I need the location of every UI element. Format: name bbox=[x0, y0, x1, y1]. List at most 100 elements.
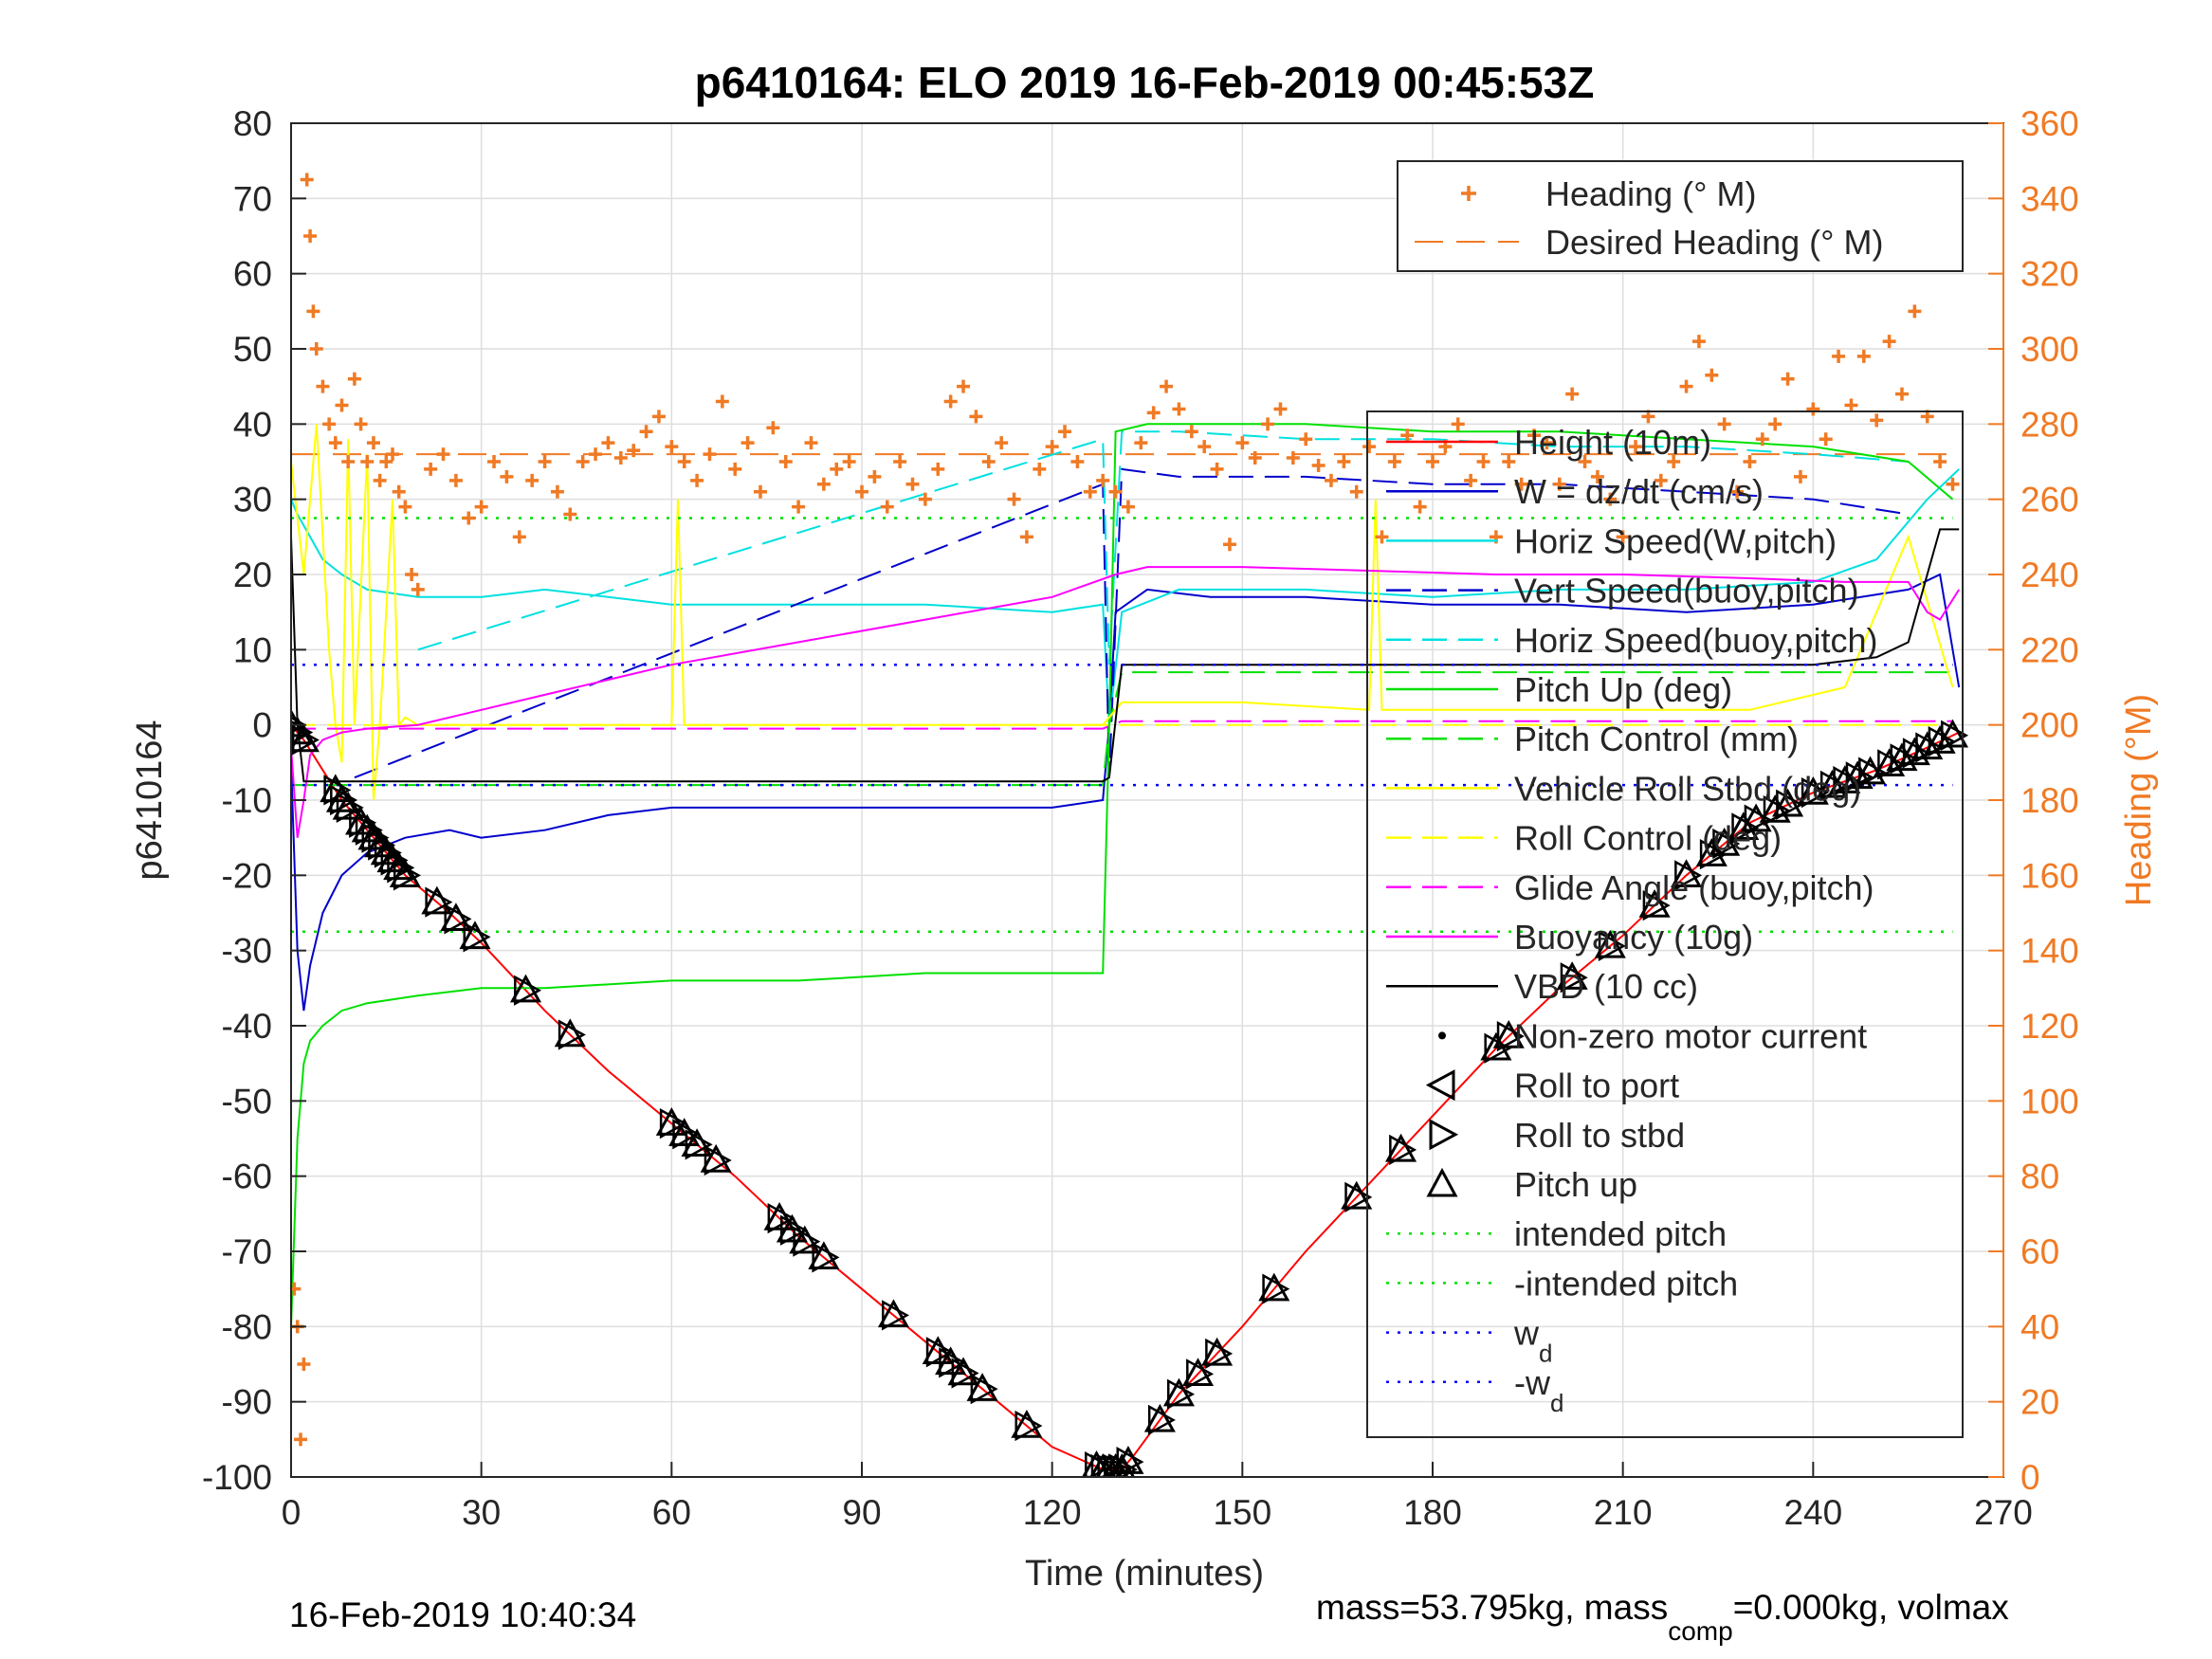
series-line-pitch bbox=[291, 423, 1954, 1327]
heading-marker bbox=[576, 455, 590, 468]
roll-marker bbox=[514, 975, 542, 1006]
heading-marker bbox=[550, 484, 564, 499]
roll-marker bbox=[425, 886, 453, 918]
roll-marker bbox=[1642, 889, 1671, 921]
heading-marker bbox=[1400, 428, 1415, 443]
legend-label: -wd bbox=[1514, 1363, 1563, 1417]
pitch-up-marker bbox=[1011, 1409, 1043, 1438]
y-right-tick-label: 180 bbox=[2020, 781, 2079, 820]
roll-marker bbox=[444, 903, 472, 935]
heading-marker bbox=[1210, 462, 1224, 476]
legend-label: Pitch up bbox=[1514, 1165, 1637, 1204]
series-line-glide bbox=[291, 720, 1953, 730]
series-line-vbd bbox=[291, 528, 1960, 783]
heading-marker bbox=[1616, 530, 1630, 544]
heading-marker bbox=[1844, 398, 1858, 412]
y-right-tick-label: 40 bbox=[2020, 1307, 2059, 1346]
pitch-up-marker bbox=[681, 1128, 713, 1158]
y-tick-label: -50 bbox=[222, 1082, 272, 1121]
pitch-up-marker bbox=[509, 974, 542, 1003]
pitch-up-marker bbox=[1728, 811, 1760, 841]
roll-marker bbox=[1389, 1134, 1417, 1166]
heading-marker bbox=[1045, 440, 1059, 454]
pitch-up-marker bbox=[1181, 1358, 1215, 1387]
x-tick-label: 210 bbox=[1594, 1493, 1653, 1532]
y-tick-label: 80 bbox=[233, 104, 272, 143]
heading-marker bbox=[1146, 406, 1161, 420]
heading-marker bbox=[1121, 500, 1135, 514]
heading-marker bbox=[880, 500, 894, 514]
pitch-up-marker bbox=[1936, 719, 1969, 748]
heading-marker bbox=[309, 342, 323, 356]
heading-marker bbox=[424, 462, 438, 476]
pitch-up-marker bbox=[1671, 859, 1703, 888]
heading-marker bbox=[969, 410, 983, 424]
legend-label: Pitch Control (mm) bbox=[1514, 720, 1799, 758]
legend-label: Non-zero motor current bbox=[1514, 1016, 1867, 1055]
pitch-up-marker bbox=[345, 806, 377, 835]
heading-marker bbox=[1933, 455, 1947, 468]
pitch-up-marker bbox=[1816, 769, 1848, 798]
heading-marker bbox=[1083, 484, 1097, 499]
legend-label: Roll to stbd bbox=[1514, 1116, 1685, 1155]
heading-marker bbox=[392, 484, 406, 499]
heading-marker bbox=[411, 582, 425, 596]
y-right-tick-label: 0 bbox=[2020, 1458, 2040, 1497]
roll-marker bbox=[1598, 930, 1626, 962]
heading-marker bbox=[995, 436, 1009, 450]
pitch-up-marker bbox=[440, 902, 472, 932]
pitch-up-marker bbox=[421, 885, 453, 915]
roll-marker bbox=[387, 852, 415, 884]
heading-marker bbox=[360, 455, 375, 468]
roll-marker bbox=[704, 1144, 732, 1176]
heading-marker bbox=[842, 455, 856, 468]
y-right-tick-label: 140 bbox=[2020, 932, 2079, 971]
heading-marker bbox=[601, 436, 615, 450]
heading-marker bbox=[1286, 451, 1300, 465]
heading-marker bbox=[1894, 387, 1909, 401]
x-axis-label: Time (minutes) bbox=[1025, 1554, 1264, 1594]
heading-marker bbox=[1324, 473, 1338, 487]
pitch-up-marker bbox=[1201, 1337, 1234, 1366]
heading-marker bbox=[448, 473, 463, 487]
pitch-up-marker bbox=[325, 783, 358, 812]
roll-marker bbox=[951, 1358, 979, 1389]
pitch-up-marker bbox=[700, 1143, 732, 1173]
legend-label: Roll to port bbox=[1514, 1066, 1679, 1105]
legend-label: VBD (10 cc) bbox=[1514, 967, 1698, 1006]
pitch-up-marker bbox=[1341, 1180, 1373, 1210]
heading-marker bbox=[715, 394, 729, 409]
heading-marker bbox=[1768, 417, 1782, 431]
legend-label: intended pitch bbox=[1514, 1214, 1727, 1253]
heading-marker bbox=[1870, 413, 1884, 428]
heading-marker bbox=[893, 455, 907, 468]
x-tick-label: 0 bbox=[282, 1493, 302, 1532]
x-tick-label: 240 bbox=[1783, 1493, 1842, 1532]
x-tick-label: 180 bbox=[1403, 1493, 1462, 1532]
heading-marker bbox=[816, 477, 831, 491]
heading-marker bbox=[322, 417, 337, 431]
heading-marker bbox=[291, 1282, 302, 1296]
heading-marker bbox=[1172, 402, 1186, 416]
heading-marker bbox=[1375, 530, 1389, 544]
y-tick-label: -70 bbox=[222, 1232, 272, 1271]
heading-marker bbox=[1248, 451, 1262, 465]
legend-label: Roll Control (deg) bbox=[1514, 819, 1782, 858]
footer-mass-info: mass=53.795kg, masscomp=0.000kg, volmax bbox=[1316, 1588, 2009, 1646]
heading-marker bbox=[957, 379, 971, 393]
footer-timestamp: 16-Feb-2019 10:40:34 bbox=[289, 1595, 636, 1634]
pitch-up-marker bbox=[789, 1225, 821, 1254]
legend-symbol-tri-up bbox=[1426, 1167, 1458, 1197]
heading-marker bbox=[341, 455, 356, 468]
heading-marker bbox=[398, 500, 412, 514]
roll-marker bbox=[1205, 1338, 1234, 1370]
footer-mass-text: mass=53.795kg, mass bbox=[1316, 1588, 1668, 1627]
series-line-roll bbox=[291, 424, 1954, 801]
y-tick-label: 30 bbox=[233, 481, 272, 520]
heading-marker bbox=[1070, 455, 1085, 468]
heading-marker bbox=[303, 229, 318, 243]
legend-symbol-tri-left bbox=[1425, 1069, 1455, 1102]
heading-marker bbox=[627, 444, 641, 458]
roll-marker bbox=[330, 784, 358, 816]
heading-marker bbox=[462, 511, 476, 525]
